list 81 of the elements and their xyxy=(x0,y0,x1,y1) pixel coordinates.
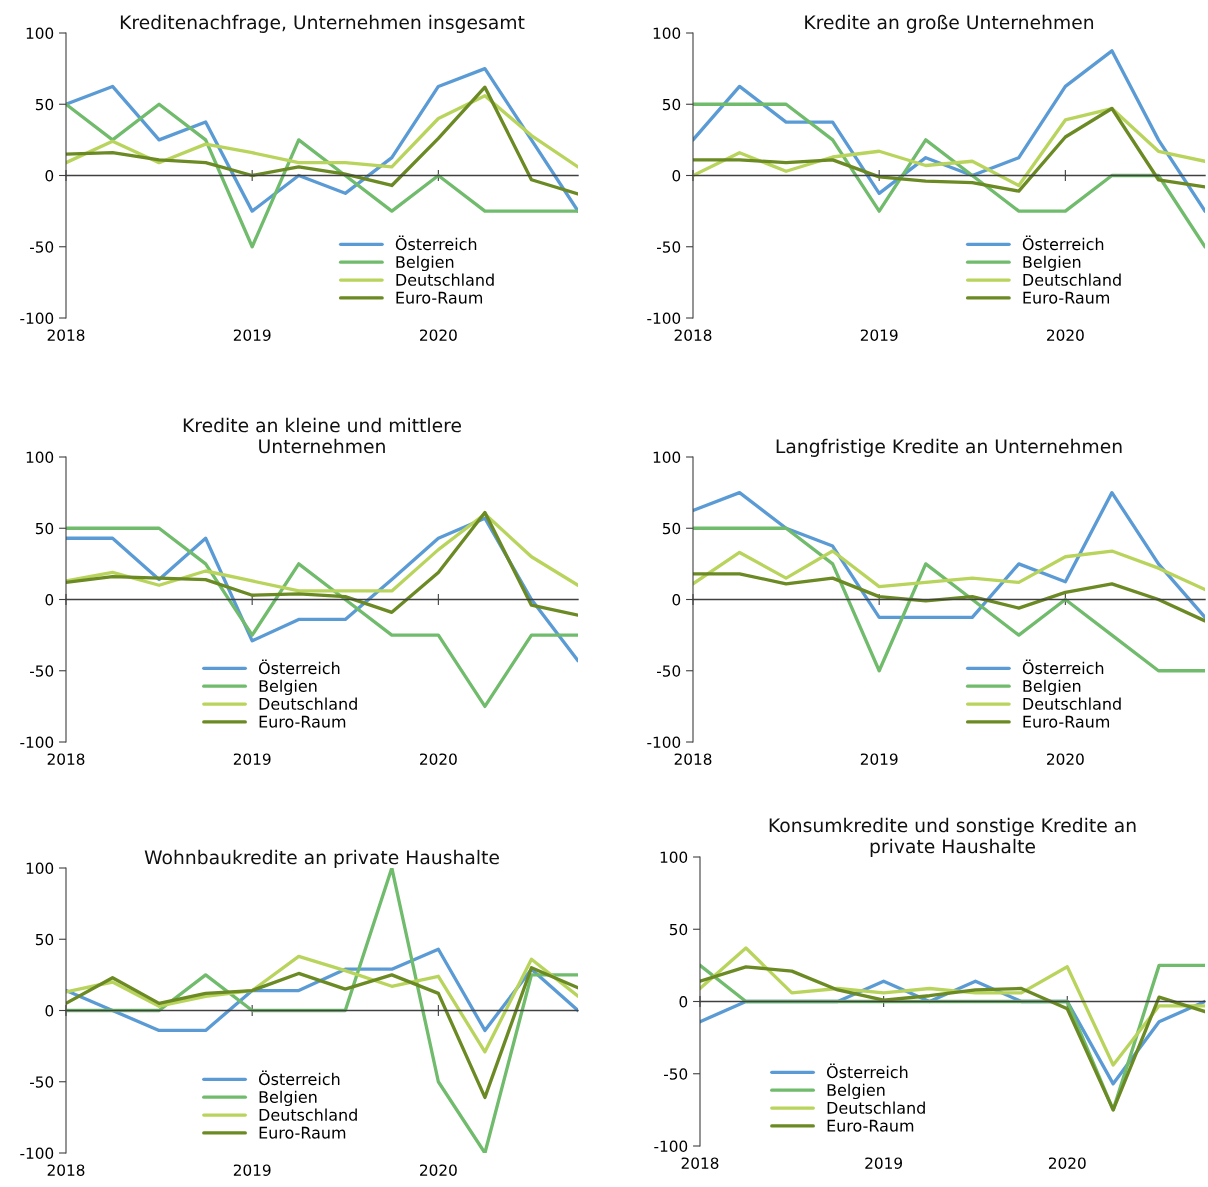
legend-label: Österreich xyxy=(826,1063,908,1079)
legend-label: Österreich xyxy=(1022,235,1104,251)
x-tick-label: 2018 xyxy=(47,329,85,341)
x-tick-label: 2020 xyxy=(420,1164,457,1176)
legend-label: Belgien xyxy=(259,679,317,696)
y-tick-label: -50 xyxy=(663,1068,688,1080)
y-tick-label: -50 xyxy=(29,241,54,253)
x-tick-label: 2020 xyxy=(1048,1157,1086,1169)
legend-label: Belgien xyxy=(1023,255,1081,272)
legend-label: Österreich xyxy=(258,1070,340,1086)
chart-title: Kredite an große Unternehmen xyxy=(805,14,1094,33)
legend-label: Österreich xyxy=(395,235,477,251)
legend-label: Deutschland xyxy=(1023,273,1121,286)
y-tick-label: 100 xyxy=(26,27,54,40)
legend-label: Österreich xyxy=(258,659,340,675)
x-tick-label: 2019 xyxy=(860,329,898,341)
line-series xyxy=(66,94,578,169)
x-tick-label: 2019 xyxy=(233,1164,271,1176)
legend-label: Deutschland xyxy=(396,273,494,286)
y-tick-label: 100 xyxy=(653,451,681,464)
legend-label: Deutschland xyxy=(259,697,357,710)
x-tick-label: 2020 xyxy=(1047,329,1084,341)
y-tick-label: -50 xyxy=(29,1076,54,1088)
y-tick-label: -100 xyxy=(654,1140,688,1153)
legend-label: Belgien xyxy=(1023,679,1081,696)
x-tick-label: 2018 xyxy=(674,753,712,765)
y-tick-label: 100 xyxy=(26,862,54,875)
x-tick-label: 2020 xyxy=(420,753,457,765)
y-tick-label: 0 xyxy=(672,169,681,182)
x-tick-label: 2019 xyxy=(865,1157,902,1169)
y-tick-label: 50 xyxy=(35,98,54,111)
x-tick-label: 2019 xyxy=(233,329,271,341)
y-tick-label: 0 xyxy=(679,995,688,1008)
chart-title: Konsumkredite und sonstige Kredite an private Haushalte xyxy=(769,817,1136,857)
chart-title: Langfristige Kredite an Unternehmen xyxy=(776,438,1122,457)
legend-label: Österreich xyxy=(1022,659,1104,675)
x-tick-label: 2019 xyxy=(233,753,271,765)
legend-label: Belgien xyxy=(827,1083,885,1100)
legend-label: Euro-Raum xyxy=(259,1126,346,1139)
legend-label: Deutschland xyxy=(827,1101,925,1114)
legend-label: Belgien xyxy=(396,255,454,272)
legend-label: Euro-Raum xyxy=(1023,291,1110,304)
y-tick-label: 100 xyxy=(26,451,54,464)
chart-title: Kredite an kleine und mittlere Unternehmen xyxy=(183,417,461,454)
legend-label: Deutschland xyxy=(1023,697,1121,710)
y-tick-label: -50 xyxy=(29,665,54,677)
legend-label: Deutschland xyxy=(259,1108,357,1121)
y-tick-label: -100 xyxy=(647,736,681,749)
legend-label: Euro-Raum xyxy=(259,715,346,728)
y-tick-label: -100 xyxy=(20,1147,54,1160)
y-tick-label: 50 xyxy=(35,933,54,946)
x-tick-label: 2018 xyxy=(674,329,712,341)
y-tick-label: 50 xyxy=(35,522,54,535)
x-tick-label: 2018 xyxy=(47,753,85,765)
y-tick-label: 0 xyxy=(45,169,54,182)
legend-label: Euro-Raum xyxy=(396,291,483,304)
legend-label: Euro-Raum xyxy=(1023,715,1110,728)
x-tick-label: 2020 xyxy=(420,329,457,341)
y-tick-label: 0 xyxy=(672,593,681,606)
legend-label: Belgien xyxy=(259,1090,317,1107)
chart-title: Wohnbaukredite an private Haushalte xyxy=(144,849,499,868)
x-tick-label: 2019 xyxy=(860,753,898,765)
x-tick-label: 2020 xyxy=(1047,753,1084,765)
x-tick-label: 2018 xyxy=(681,1157,719,1169)
y-tick-label: 100 xyxy=(660,851,688,864)
legend-label: Euro-Raum xyxy=(827,1119,914,1132)
y-tick-label: 0 xyxy=(45,593,54,606)
y-tick-label: -100 xyxy=(20,736,54,749)
line-series xyxy=(66,512,578,593)
y-tick-label: 50 xyxy=(662,98,681,111)
y-tick-label: -100 xyxy=(647,312,681,325)
line-series xyxy=(693,549,1205,592)
y-tick-label: 50 xyxy=(669,923,688,936)
y-tick-label: 100 xyxy=(653,27,681,40)
y-tick-label: 0 xyxy=(45,1004,54,1017)
y-tick-label: -100 xyxy=(20,312,54,325)
y-tick-label: -50 xyxy=(656,665,681,677)
y-tick-label: -50 xyxy=(656,241,681,253)
y-tick-label: 50 xyxy=(662,522,681,535)
chart-title: Kreditenachfrage, Unternehmen insgesamt xyxy=(120,14,525,33)
x-tick-label: 2018 xyxy=(47,1164,85,1176)
